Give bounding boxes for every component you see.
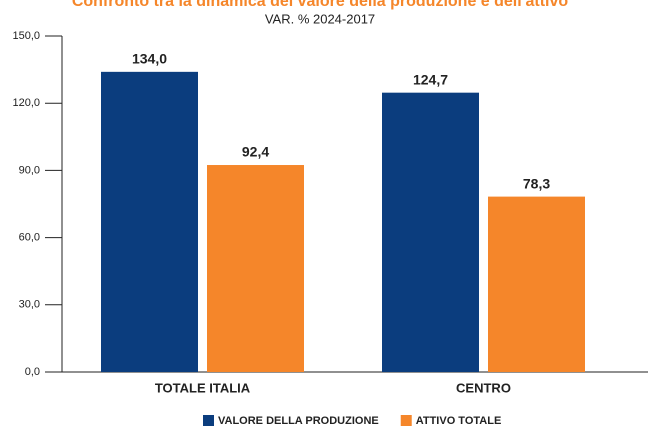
x-tick-label: TOTALE ITALIA [155, 380, 251, 395]
y-tick-label: 120,0 [12, 97, 40, 109]
y-tick-label: 0,0 [25, 366, 40, 378]
chart-title: Confronto tra la dinamica del valore del… [72, 0, 569, 10]
x-tick-label: CENTRO [456, 380, 511, 395]
data-label: 134,0 [132, 51, 167, 67]
y-tick-label: 150,0 [12, 30, 40, 42]
chart-subtitle: VAR. % 2024-2017 [265, 11, 375, 26]
legend-label: ATTIVO TOTALE [416, 415, 502, 427]
bar [488, 196, 585, 372]
data-label: 78,3 [523, 175, 550, 191]
data-label: 124,7 [413, 71, 448, 87]
legend-label: VALORE DELLA PRODUZIONE [218, 415, 379, 427]
bar [207, 165, 304, 372]
data-label: 92,4 [242, 144, 269, 160]
legend-swatch [203, 415, 214, 426]
y-tick-label: 90,0 [19, 164, 40, 176]
bar [101, 71, 198, 372]
y-tick-label: 30,0 [19, 299, 40, 311]
bar [382, 92, 479, 372]
legend-swatch [400, 415, 412, 426]
y-tick-label: 60,0 [19, 232, 40, 244]
